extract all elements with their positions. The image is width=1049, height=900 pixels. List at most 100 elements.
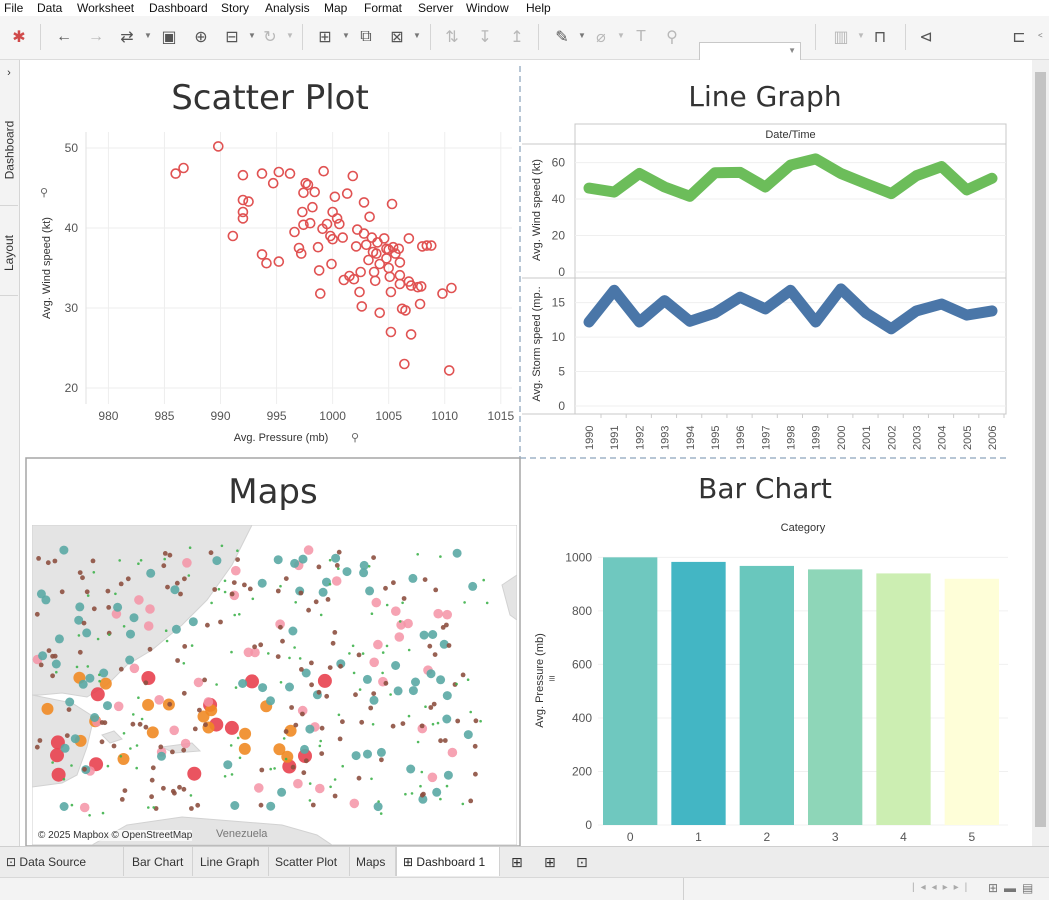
menu-worksheet[interactable]: Worksheet bbox=[77, 1, 135, 15]
scatter-point bbox=[297, 206, 308, 218]
map-marker bbox=[319, 613, 323, 617]
show-me-icon[interactable]: ⊏ bbox=[1012, 29, 1026, 46]
scatter-point bbox=[212, 141, 224, 152]
scatter-point bbox=[368, 266, 380, 278]
map-marker bbox=[390, 723, 396, 729]
share-icon[interactable]: ⊲ bbox=[919, 29, 933, 46]
map-marker bbox=[90, 558, 96, 564]
menu-window[interactable]: Window bbox=[466, 1, 509, 15]
map-marker bbox=[348, 652, 351, 655]
new-worksheet-tab-icon[interactable]: ⊞ bbox=[511, 854, 523, 870]
line-graph[interactable]: Date/Time 0 20 40 60 Avg. Wind speed (kt) 0 5 10… bbox=[520, 122, 1010, 457]
map-marker bbox=[233, 613, 236, 617]
map-marker bbox=[137, 721, 143, 727]
new-dashboard-tab-icon[interactable]: ⊞ bbox=[544, 854, 556, 870]
new-story-tab-icon[interactable]: ⊡ bbox=[576, 854, 588, 870]
tab-dashboard-side[interactable]: Dashboard bbox=[0, 95, 18, 206]
map-view[interactable] bbox=[32, 525, 517, 845]
map-land-europe-edge bbox=[501, 574, 517, 621]
map-marker bbox=[125, 576, 131, 582]
duplicate-icon[interactable]: ⧉ bbox=[360, 28, 372, 45]
line-title: Line Graph bbox=[688, 80, 842, 113]
map-marker bbox=[143, 621, 154, 631]
map-marker bbox=[37, 738, 43, 743]
label-icon[interactable]: T bbox=[636, 28, 646, 45]
scatter-plot[interactable]: 980 985 990 995 1000 1005 1010 1015 20 30 40 50 Avg.… bbox=[20, 128, 520, 458]
map-marker bbox=[82, 766, 87, 772]
map-marker bbox=[371, 555, 376, 560]
map-marker bbox=[34, 744, 40, 750]
menu-file[interactable]: File bbox=[4, 1, 24, 15]
sheet-nav-icons[interactable]: |◂◂▸▸| bbox=[912, 882, 974, 893]
line-x-tick: 2005 bbox=[962, 426, 974, 450]
map-marker bbox=[411, 677, 420, 687]
undo-arrow-icon[interactable]: ← bbox=[56, 28, 72, 45]
menu-server[interactable]: Server bbox=[418, 1, 454, 15]
map-marker bbox=[177, 784, 182, 790]
map-marker bbox=[400, 721, 406, 726]
tableau-logo-icon[interactable]: ✱ bbox=[12, 29, 26, 46]
menu-help[interactable]: Help bbox=[526, 1, 551, 15]
collapse-chevron-icon[interactable]: › bbox=[7, 67, 11, 79]
tab-scatter-plot[interactable]: Scatter Plot bbox=[269, 847, 350, 876]
pin-icon: ⚲ bbox=[351, 432, 359, 444]
menu-format[interactable]: Format bbox=[364, 1, 403, 15]
bar-rect bbox=[944, 578, 999, 825]
show-cards-icon[interactable]: ▥ bbox=[833, 29, 849, 46]
fit-select[interactable]: ▼ bbox=[699, 42, 801, 62]
menu-story[interactable]: Story bbox=[221, 1, 250, 15]
menu-dashboard[interactable]: Dashboard bbox=[149, 1, 208, 15]
map-marker bbox=[113, 602, 123, 612]
map-marker bbox=[154, 695, 164, 705]
map-marker bbox=[210, 601, 213, 605]
map-marker bbox=[242, 582, 247, 588]
map-marker bbox=[50, 673, 55, 679]
refresh-icon[interactable]: ↻ bbox=[263, 29, 277, 46]
tab-line-graph[interactable]: Line Graph bbox=[194, 847, 269, 876]
map-marker bbox=[119, 755, 123, 758]
map-marker bbox=[51, 767, 66, 782]
replay-icon[interactable]: ⇄ bbox=[120, 29, 134, 46]
add-datasource-icon[interactable]: ⊕ bbox=[194, 29, 208, 46]
clear-sheet-icon[interactable]: ⊠ bbox=[390, 29, 404, 46]
bar-chart[interactable]: Category 0 200 400 600 800 1000 0 1 2 3 4 5 Avg. Pres… bbox=[520, 516, 1010, 846]
vertical-scrollbar[interactable] bbox=[1032, 60, 1049, 846]
map-marker bbox=[319, 725, 325, 731]
tab-bar-chart[interactable]: Bar Chart bbox=[126, 847, 193, 876]
pin-icon[interactable]: ⚲ bbox=[666, 29, 678, 46]
view-mode-icons[interactable]: ⊞▬▤ bbox=[988, 881, 1040, 895]
group-icon[interactable]: ⌀ bbox=[596, 29, 606, 46]
highlight-icon[interactable]: ✎ bbox=[555, 29, 569, 46]
tab-data-source[interactable]: ⊡ Data Source bbox=[0, 847, 124, 876]
scatter-point bbox=[331, 213, 343, 224]
swap-icon[interactable]: ⇅ bbox=[445, 29, 459, 46]
map-marker bbox=[250, 647, 260, 658]
map-marker bbox=[281, 750, 294, 763]
menu-analysis[interactable]: Analysis bbox=[265, 1, 310, 15]
tab-layout-side[interactable]: Layout bbox=[0, 210, 18, 296]
map-marker bbox=[161, 563, 167, 569]
new-worksheet-icon[interactable]: ⊞ bbox=[318, 29, 332, 46]
scatter-point bbox=[374, 307, 386, 319]
map-marker bbox=[137, 696, 140, 699]
scroll-thumb[interactable] bbox=[1035, 72, 1046, 827]
bar-x-tick: 5 bbox=[968, 830, 975, 844]
menu-map[interactable]: Map bbox=[324, 1, 348, 15]
map-marker bbox=[212, 556, 222, 566]
map-marker bbox=[352, 671, 356, 675]
map-marker bbox=[59, 802, 69, 811]
datasource-icon[interactable]: ⊟ bbox=[225, 29, 239, 46]
tab-dashboard-1[interactable]: ⊞ Dashboard 1 bbox=[396, 847, 500, 876]
database-icon: ⊡ bbox=[6, 855, 17, 869]
map-marker bbox=[436, 675, 446, 685]
save-icon[interactable]: ▣ bbox=[161, 29, 177, 46]
scatter-point bbox=[293, 242, 305, 254]
menu-data[interactable]: Data bbox=[37, 1, 63, 15]
tab-maps[interactable]: Maps bbox=[350, 847, 396, 876]
sort-ascending-icon[interactable]: ↧ bbox=[478, 29, 492, 46]
redo-arrow-icon[interactable]: → bbox=[88, 28, 104, 45]
map-marker bbox=[381, 651, 385, 654]
sort-descending-icon[interactable]: ↥ bbox=[510, 29, 524, 46]
presentation-icon[interactable]: ⊓ bbox=[873, 29, 887, 46]
map-marker bbox=[373, 639, 383, 650]
